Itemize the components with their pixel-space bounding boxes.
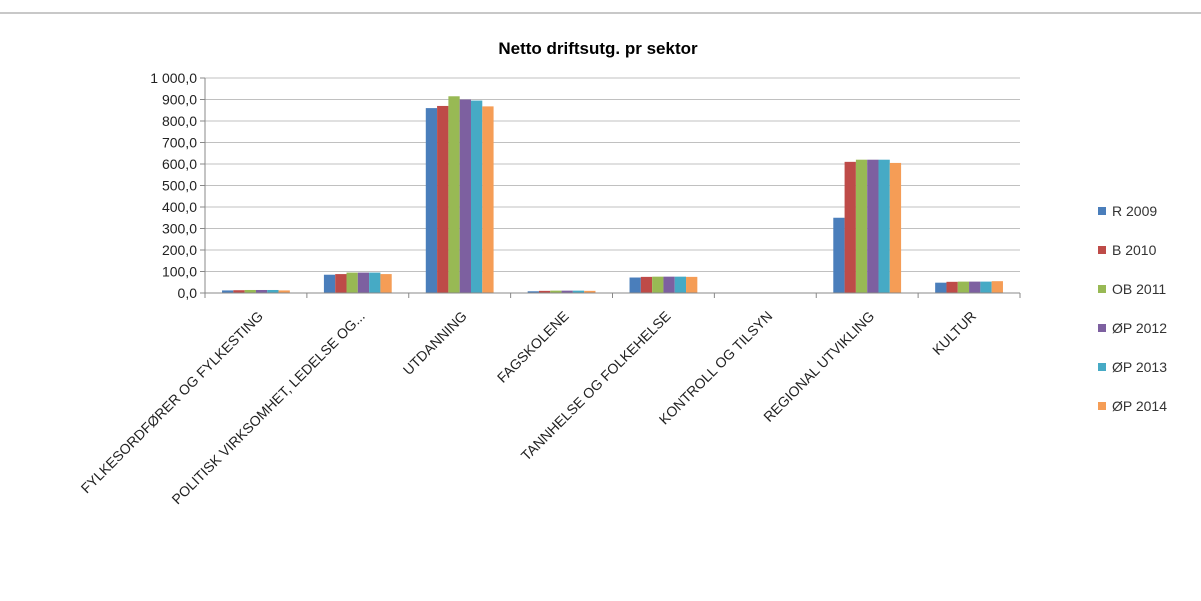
bar: [448, 96, 460, 294]
bar: [278, 290, 290, 293]
x-category-label: FAGSKOLENE: [494, 308, 572, 386]
bar: [369, 272, 381, 293]
y-tick-label: 600,0: [162, 156, 197, 172]
bar: [538, 290, 551, 293]
y-tick-label: 100,0: [162, 264, 197, 280]
bar: [561, 290, 573, 293]
y-tick-label: 300,0: [162, 221, 197, 237]
bar: [991, 281, 1003, 293]
legend-label: ØP 2012: [1112, 320, 1167, 336]
y-tick-label: 800,0: [162, 113, 197, 129]
bar: [855, 159, 868, 293]
bar: [527, 291, 539, 293]
x-category-label: UTDANNING: [400, 308, 470, 378]
y-tick-label: 700,0: [162, 135, 197, 151]
legend-swatch: [1098, 246, 1106, 254]
bar: [957, 281, 970, 293]
top-divider: [0, 12, 1201, 14]
bar: [255, 289, 268, 293]
x-category-label: KULTUR: [929, 308, 979, 358]
bar: [267, 289, 279, 293]
legend-swatch: [1098, 207, 1106, 215]
legend-label: R 2009: [1112, 203, 1157, 219]
bar: [674, 276, 687, 293]
bar: [652, 276, 664, 293]
bar: [867, 159, 879, 293]
bar: [980, 281, 992, 293]
bar: [244, 289, 256, 293]
legend-swatch: [1098, 402, 1106, 410]
x-category-label: POLITISK VIRKSOMHET, LEDELSE OG...: [168, 308, 367, 507]
y-tick-label: 0,0: [178, 285, 198, 301]
x-category-label: KONTROLL OG TILSYN: [656, 308, 776, 428]
bar: [584, 290, 596, 293]
legend-label: OB 2011: [1112, 281, 1166, 297]
bar: [889, 162, 902, 293]
bar: [686, 276, 698, 293]
bar: [357, 272, 370, 293]
y-tick-label: 200,0: [162, 242, 197, 258]
bar: [470, 100, 483, 293]
y-tick-label: 900,0: [162, 92, 197, 108]
legend: R 2009 B 2010 OB 2011 ØP 2012 ØP 2013 ØP 2014: [1098, 203, 1167, 414]
bar: [335, 274, 347, 293]
legend-swatch: [1098, 363, 1106, 371]
bar: [935, 282, 947, 293]
legend-swatch: [1098, 285, 1106, 293]
chart-title: Netto driftsutg. pr sektor: [498, 39, 698, 58]
x-category-label: FYLKESORDFØRER OG FYLKESTING: [78, 308, 266, 496]
bar: [323, 274, 336, 293]
bar: [425, 108, 438, 293]
bars: [222, 96, 1003, 294]
bar: [222, 290, 234, 293]
bar: [572, 290, 585, 293]
bar: [550, 290, 562, 293]
bar: [629, 277, 641, 293]
y-axis: 0,0 100,0 200,0 300,0 400,0 500,0 600,0 700,0 80…: [150, 70, 206, 301]
y-tick-label: 1 000,0: [150, 70, 197, 86]
x-category-label: REGIONAL UTVIKLING: [760, 308, 877, 425]
bar: [969, 281, 981, 293]
legend-swatch: [1098, 324, 1106, 332]
y-tick-label: 400,0: [162, 199, 197, 215]
bar: [437, 105, 449, 293]
bar: [233, 290, 245, 293]
bar: [833, 217, 845, 293]
bar: [663, 276, 675, 293]
bar: [878, 159, 890, 293]
bar: [346, 272, 358, 293]
y-tick-label: 500,0: [162, 178, 197, 194]
bar: [946, 281, 958, 293]
bar: [459, 99, 471, 293]
legend-label: ØP 2014: [1112, 398, 1167, 414]
bar: [640, 276, 653, 293]
legend-label: ØP 2013: [1112, 359, 1167, 375]
bar: [844, 161, 856, 293]
bar: [380, 274, 392, 293]
legend-label: B 2010: [1112, 242, 1157, 258]
bar: [482, 106, 494, 293]
